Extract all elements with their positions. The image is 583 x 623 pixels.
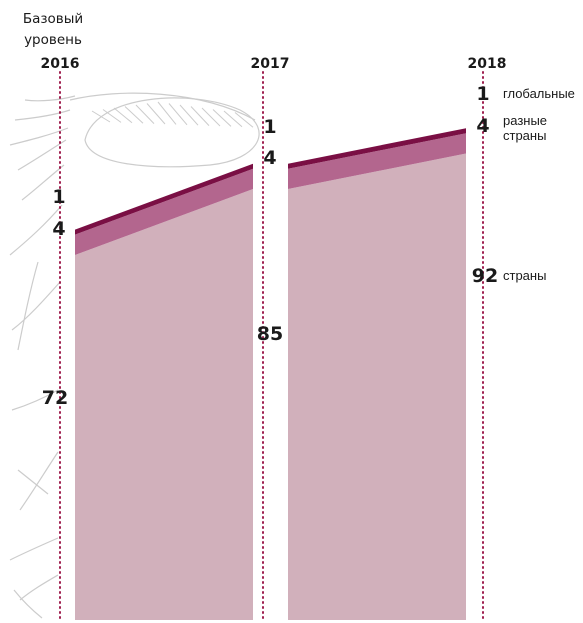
value-label-multi-country-2016: 4 (52, 218, 65, 240)
globe-line (9, 537, 59, 561)
series-label-countries: страны (503, 268, 546, 283)
globe-line (102, 109, 122, 123)
globe-line (9, 127, 69, 146)
area-multi-country-segment-2 (288, 133, 466, 190)
globe-line (24, 95, 76, 102)
globe-line (84, 97, 260, 168)
globe-line (234, 112, 254, 128)
globe-line (17, 469, 49, 495)
globe-line (14, 109, 71, 121)
globe-line (124, 106, 144, 124)
stacked-areas (75, 128, 466, 621)
baseline-label-line1: Базовый (23, 11, 83, 27)
value-label-multi-country-2017: 4 (263, 147, 276, 169)
value-label-global-2016: 1 (52, 186, 65, 208)
globe-line (69, 92, 256, 121)
globe-line (113, 107, 133, 124)
value-label-countries-2018: 92 (472, 265, 498, 287)
globe-line (13, 589, 43, 619)
value-label-multi-country-2018: 4 (476, 115, 489, 137)
series-label-global: глобальные (503, 86, 575, 101)
series-label-multi-country: разные страны (503, 113, 547, 143)
globe-background-graphic (9, 92, 260, 619)
area-countries-segment-1 (75, 189, 253, 621)
area-multi-country-segment-1 (75, 168, 253, 255)
globe-line (146, 103, 166, 125)
year-label-2017: 2017 (251, 56, 290, 72)
series-labels: глобальные разные страны страны (503, 86, 575, 283)
area-countries-segment-2 (288, 153, 466, 620)
globe-line (179, 104, 199, 126)
globe-line (168, 103, 188, 126)
globe-line (11, 281, 61, 331)
area-global-segment-1 (75, 163, 253, 235)
globe-line (9, 204, 63, 256)
globe-line (212, 109, 232, 127)
globe-line (201, 107, 221, 127)
globe-line (19, 451, 59, 511)
globe-line (223, 110, 243, 128)
globe-line (17, 261, 39, 351)
value-label-global-2017: 1 (263, 116, 276, 138)
x-axis-year-labels: 2016 2017 2018 (41, 56, 507, 72)
year-guide-lines (59, 71, 484, 621)
globe-line (19, 574, 59, 601)
value-label-countries-2017: 85 (257, 323, 283, 345)
area-global-segment-2 (288, 128, 466, 169)
data-value-labels: 1 4 72 1 4 85 1 4 92 (42, 83, 498, 409)
globe-line (17, 139, 67, 171)
globe-line (135, 104, 155, 124)
globe-line (157, 101, 177, 125)
globe-line (91, 110, 111, 123)
baseline-label-line2: уровень (24, 32, 82, 48)
globe-line (190, 106, 210, 126)
year-label-2016: 2016 (41, 56, 80, 72)
year-label-2018: 2018 (468, 56, 507, 72)
value-label-countries-2016: 72 (42, 387, 68, 409)
globe-line (11, 389, 59, 411)
value-label-global-2018: 1 (476, 83, 489, 105)
